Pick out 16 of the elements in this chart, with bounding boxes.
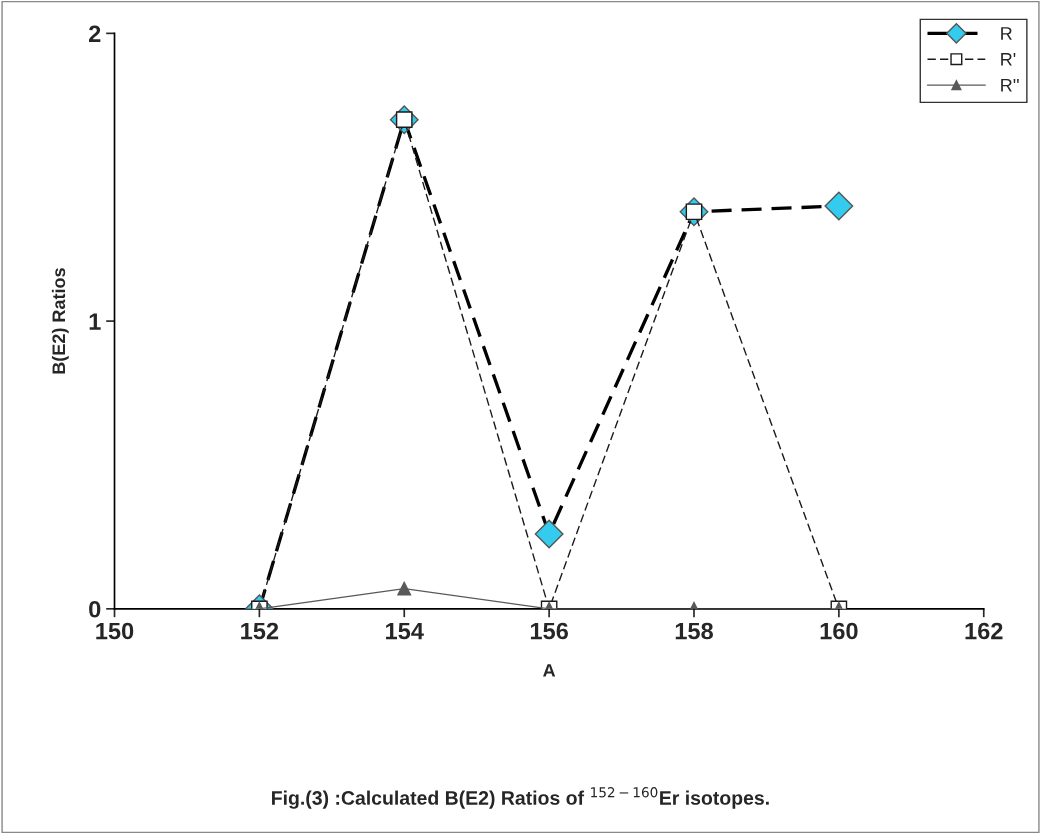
x-tick-label: 152 xyxy=(241,622,279,640)
y-tick-label: 1 xyxy=(89,313,101,330)
x-tick-label: 154 xyxy=(386,622,424,640)
x-tick-label: 150 xyxy=(96,622,134,640)
legend-label: R' xyxy=(1001,53,1016,66)
legend-label: R'' xyxy=(1001,78,1019,92)
x-tick-label: 160 xyxy=(820,622,858,640)
x-tick-label: 156 xyxy=(530,622,568,640)
legend-label: R xyxy=(1001,27,1012,40)
x-tick-label: 158 xyxy=(675,622,713,640)
y-tick-label: 2 xyxy=(89,25,101,42)
x-tick-label: 162 xyxy=(965,622,1003,640)
text: Fig.(3) :Calculated B(E2) Ratios of $^{152−160}$Er isotopes. xyxy=(272,787,769,809)
y-tick-label: 0 xyxy=(89,600,101,618)
x-axis-title: A xyxy=(543,664,556,677)
y-axis-title: B(E2) Ratios xyxy=(51,268,69,374)
